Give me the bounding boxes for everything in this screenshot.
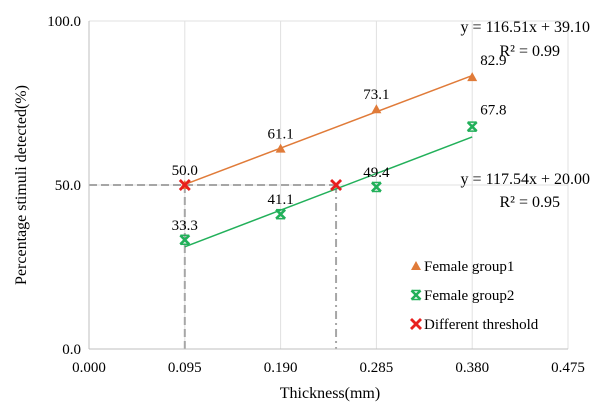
data-label: 49.4	[363, 165, 390, 181]
trendline	[184, 74, 473, 186]
data-point	[466, 121, 478, 133]
data-point	[178, 179, 191, 191]
marker-stroke	[179, 234, 191, 246]
x-tick-label: 0.190	[264, 360, 298, 376]
legend-marker	[411, 261, 421, 270]
marker-stroke	[275, 208, 287, 220]
y-tick-label: 50.0	[55, 178, 81, 194]
r2-group1: R² = 0.99	[500, 43, 561, 60]
data-point	[275, 208, 287, 220]
legend-label: Female group1	[424, 259, 514, 275]
data-label: 82.9	[480, 53, 506, 69]
trendline	[184, 136, 473, 248]
marker-stroke	[370, 181, 382, 193]
x-tick-label: 0.000	[72, 360, 106, 376]
legend: Female group1 Female group2 Different thre…	[410, 259, 539, 333]
data-label: 33.3	[172, 218, 198, 234]
series: 50.0 61.1 73.1 82.9 33.3 41.1 49.4 67.8	[172, 53, 506, 248]
data-label: 50.0	[172, 163, 198, 179]
data-label: 61.1	[267, 127, 293, 143]
threshold-guides	[89, 184, 338, 349]
y-axis-label: Percentage stimuli detected(%)	[13, 85, 30, 285]
data-point	[371, 104, 382, 114]
axes: 0.000 0.095 0.190 0.285 0.380 0.475 0.0 50.0 100…	[47, 14, 585, 376]
y-tick-label: 0.0	[62, 342, 81, 358]
x-tick-label: 0.095	[168, 360, 202, 376]
data-point	[467, 72, 478, 82]
data-point	[179, 234, 191, 246]
equation-group2: y = 117.54x + 20.00	[461, 171, 590, 188]
marker-stroke	[410, 289, 422, 301]
x-tick-label: 0.380	[455, 360, 489, 376]
y-tick-label: 100.0	[47, 14, 81, 30]
legend-marker	[410, 318, 422, 330]
x-tick-label: 0.475	[551, 360, 585, 376]
data-point	[330, 179, 343, 191]
data-point	[275, 143, 286, 153]
data-label: 41.1	[267, 192, 293, 208]
legend-label: Female group2	[424, 288, 514, 304]
x-tick-label: 0.285	[360, 360, 394, 376]
marker-stroke	[410, 318, 422, 330]
data-point	[370, 181, 382, 193]
marker-stroke	[330, 179, 343, 191]
marker-stroke	[178, 179, 191, 191]
legend-label: Different threshold	[424, 317, 539, 333]
marker-stroke	[466, 121, 478, 133]
equation-group1: y = 116.51x + 39.10	[461, 19, 590, 36]
data-label: 67.8	[480, 103, 506, 119]
data-label: 73.1	[363, 87, 389, 103]
x-axis-label: Thickness(mm)	[280, 385, 380, 402]
r2-group2: R² = 0.95	[500, 194, 561, 211]
legend-marker	[410, 289, 422, 301]
